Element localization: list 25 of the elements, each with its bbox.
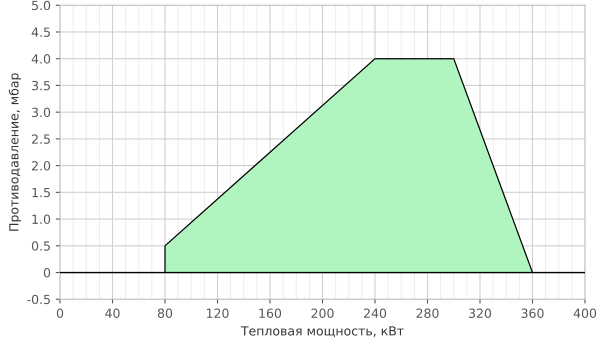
x-tick-label: 120 <box>206 308 229 318</box>
y-tick-label: 1.0 <box>32 214 50 224</box>
y-tick-label: 3.0 <box>32 108 50 118</box>
y-tick-label: 4.0 <box>32 54 50 64</box>
x-tick-label: 40 <box>105 308 120 318</box>
x-tick-label: 80 <box>158 308 172 318</box>
y-tick-label: 0.5 <box>32 241 50 251</box>
y-tick-label: 0 <box>44 268 50 278</box>
x-tick-label: 400 <box>574 308 596 318</box>
y-tick-label: -0.5 <box>27 294 50 304</box>
y-tick-label: 4.5 <box>32 28 50 37</box>
y-tick-label: 1.5 <box>32 188 50 198</box>
x-tick-label: 280 <box>416 308 439 318</box>
x-tick-label: 160 <box>259 308 282 318</box>
x-tick-label: 360 <box>522 308 544 318</box>
y-tick-label: 2.5 <box>32 134 50 144</box>
y-tick-label: 5.0 <box>32 0 50 10</box>
y-tick-label: 2.0 <box>32 161 50 171</box>
x-tick-label: 240 <box>364 308 386 318</box>
x-tick-label: 200 <box>311 308 334 318</box>
y-tick-label: 3.5 <box>32 80 50 90</box>
x-axis-title: Тепловая мощность, кВт <box>240 326 404 338</box>
x-tick-label: 320 <box>469 308 492 318</box>
y-axis-title: Противодавление, мбар <box>8 73 22 231</box>
x-tick-label: 0 <box>56 308 64 318</box>
